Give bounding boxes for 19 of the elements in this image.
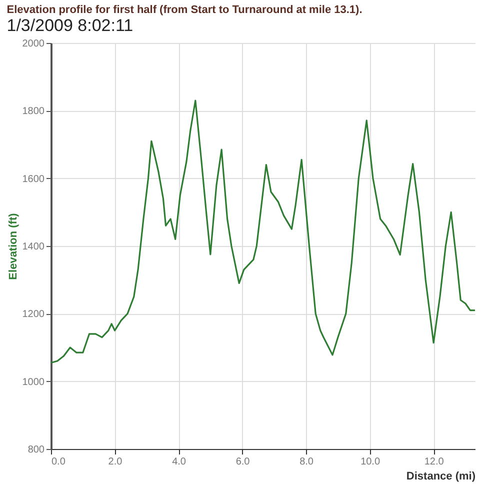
x-tick-label: 12.0 — [424, 456, 444, 468]
x-axis-title: Distance (mi) — [406, 470, 476, 482]
y-tick-label: 1800 — [22, 106, 45, 118]
y-tick-label: 1000 — [22, 376, 45, 388]
x-tick-label: 0.0 — [52, 456, 66, 468]
x-tick-label: 2.0 — [108, 456, 123, 468]
chart-subtitle: 1/3/2009 8:02:11 — [6, 16, 134, 35]
y-tick-label: 800 — [28, 444, 45, 456]
y-tick-label: 1400 — [22, 242, 45, 252]
x-tick-label: 4.0 — [172, 456, 186, 468]
chart-title: Elevation profile for first half (from Start to Turnaround at mile 13.1). — [6, 4, 362, 16]
y-tick-label: 1200 — [22, 309, 45, 320]
x-tick-label: 10.0 — [360, 456, 380, 468]
y-tick-label: 2000 — [22, 38, 45, 50]
y-tick-label: 1600 — [22, 174, 45, 185]
y-axis-title: Elevation (ft) — [7, 212, 20, 280]
line-series — [50, 100, 476, 364]
x-tick-label: 6.0 — [236, 456, 250, 468]
x-tick-label: 8.0 — [300, 456, 314, 468]
